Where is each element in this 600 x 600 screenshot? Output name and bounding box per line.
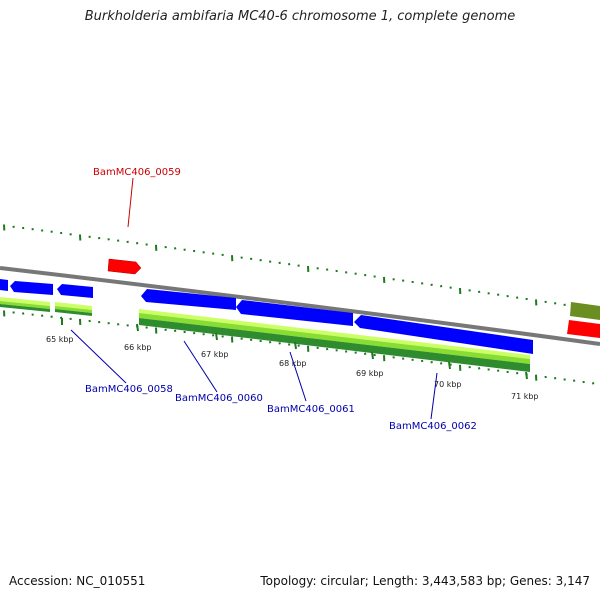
- tick-label-71: 71 kbp: [511, 392, 539, 401]
- ticks-labelled: [61, 318, 528, 380]
- label-bammc406-0060[interactable]: BamMC406_0060: [175, 393, 263, 404]
- label-bammc406-0061[interactable]: BamMC406_0061: [267, 404, 355, 415]
- chromosome-backbone: [0, 266, 600, 346]
- tick-label-70: 70 kbp: [434, 380, 462, 389]
- label-bammc406-0059[interactable]: BamMC406_0059: [93, 167, 181, 178]
- genome-summary-text: Topology: circular; Length: 3,443,583 bp…: [260, 574, 590, 588]
- leader-0061: [289, 351, 307, 402]
- gene-olive-forward[interactable]: [570, 302, 600, 320]
- gene-left-edge-1[interactable]: [0, 279, 8, 291]
- inner-tick-ring: [3, 310, 595, 385]
- tick-label-67: 67 kbp: [201, 350, 229, 359]
- gene-left-edge-2[interactable]: [10, 281, 53, 295]
- feature-track-60-62: [139, 309, 530, 372]
- leader-0058: [70, 329, 127, 384]
- tick-label-65: 65 kbp: [46, 335, 74, 344]
- tick-label-68: 68 kbp: [279, 359, 307, 368]
- tick-label-69: 69 kbp: [356, 369, 384, 378]
- leader-0062: [430, 372, 438, 420]
- gene-bammc406-0058[interactable]: [57, 284, 93, 298]
- gene-bammc406-0059-forward[interactable]: [107, 258, 142, 275]
- map-title: Burkholderia ambifaria MC40-6 chromosome…: [84, 9, 516, 24]
- gene-red-right[interactable]: [567, 320, 600, 338]
- tick-label-66: 66 kbp: [124, 343, 152, 352]
- label-bammc406-0058[interactable]: BamMC406_0058: [85, 384, 173, 395]
- leader-0059: [127, 177, 134, 228]
- gene-bammc406-0060[interactable]: [141, 289, 236, 310]
- label-bammc406-0062[interactable]: BamMC406_0062: [389, 421, 477, 432]
- accession-text: Accession: NC_010551: [9, 574, 146, 588]
- gene-bammc406-0062[interactable]: [354, 315, 533, 354]
- gene-bammc406-0061[interactable]: [236, 300, 353, 326]
- feature-track-58: [55, 302, 92, 316]
- outer-tick-ring: [3, 224, 595, 311]
- leader-0060: [183, 340, 218, 393]
- feature-track-left: [0, 297, 50, 312]
